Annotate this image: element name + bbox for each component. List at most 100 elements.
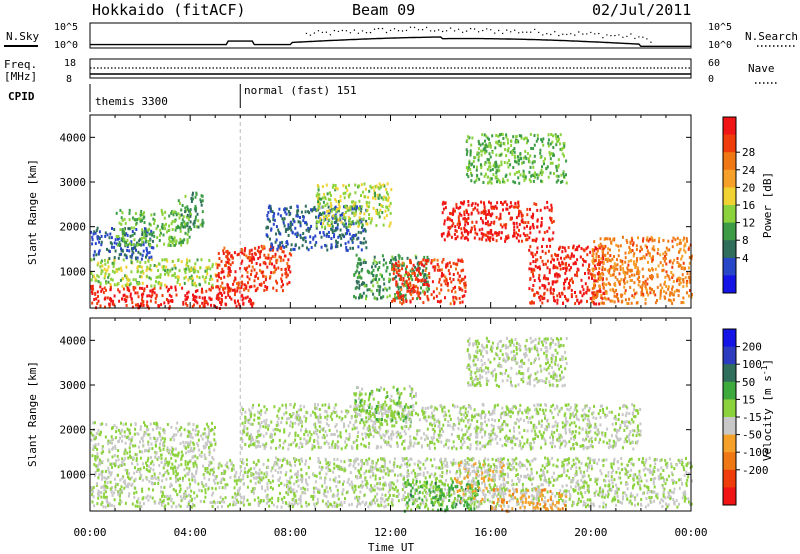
heatmap-cell bbox=[231, 256, 234, 260]
heatmap-cell bbox=[246, 470, 249, 474]
heatmap-cell bbox=[169, 244, 172, 247]
heatmap-cell bbox=[161, 492, 164, 496]
heatmap-cell bbox=[343, 216, 346, 220]
heatmap-cell bbox=[400, 293, 403, 297]
heatmap-cell bbox=[208, 282, 211, 285]
heatmap-cell bbox=[145, 255, 147, 259]
heatmap-cell bbox=[187, 218, 190, 221]
heatmap-cell bbox=[265, 275, 268, 279]
heatmap-cell bbox=[253, 279, 256, 283]
heatmap-cell bbox=[401, 282, 404, 286]
heatmap-cell bbox=[530, 215, 533, 219]
heatmap-cell bbox=[504, 226, 507, 230]
heatmap-cell bbox=[515, 171, 518, 174]
heatmap-cell bbox=[128, 289, 131, 293]
heatmap-cell bbox=[592, 300, 595, 304]
heatmap-cell bbox=[267, 253, 270, 257]
heatmap-cell bbox=[241, 298, 244, 302]
heatmap-cell bbox=[122, 287, 125, 291]
heatmap-cell bbox=[349, 222, 352, 226]
heatmap-cell bbox=[195, 300, 198, 304]
heatmap-cell bbox=[95, 297, 98, 301]
heatmap-cell bbox=[349, 192, 352, 196]
heatmap-cell bbox=[405, 299, 408, 303]
heatmap-cell bbox=[602, 272, 605, 276]
heatmap-cell bbox=[529, 262, 532, 266]
heatmap-cell bbox=[357, 261, 359, 265]
heatmap-cell bbox=[193, 269, 196, 273]
heatmap-cell bbox=[597, 493, 600, 497]
heatmap-cell bbox=[601, 255, 604, 259]
heatmap-cell bbox=[379, 457, 382, 461]
heatmap-cell bbox=[564, 249, 567, 253]
heatmap-cell bbox=[270, 271, 273, 275]
heatmap-cell bbox=[242, 302, 245, 306]
heatmap-cell bbox=[141, 487, 144, 491]
heatmap-cell bbox=[251, 265, 254, 269]
heatmap-cell bbox=[392, 272, 395, 276]
heatmap-cell bbox=[273, 218, 276, 222]
heatmap-cell bbox=[194, 269, 197, 273]
heatmap-cell bbox=[622, 266, 625, 270]
heatmap-cell bbox=[305, 481, 308, 485]
heatmap-cell bbox=[383, 282, 386, 286]
heatmap-cell bbox=[182, 300, 185, 304]
heatmap-cell bbox=[679, 281, 682, 285]
heatmap-cell bbox=[394, 256, 397, 259]
heatmap-cell bbox=[119, 208, 122, 212]
heatmap-cell bbox=[334, 245, 337, 249]
heatmap-cell bbox=[478, 177, 481, 181]
noise-search-point bbox=[353, 29, 356, 31]
heatmap-cell bbox=[409, 281, 412, 285]
heatmap-cell bbox=[633, 252, 636, 256]
heatmap-cell bbox=[158, 239, 161, 242]
heatmap-cell bbox=[148, 479, 151, 483]
heatmap-cell bbox=[531, 238, 534, 242]
heatmap-cell bbox=[630, 259, 633, 263]
heatmap-cell bbox=[357, 280, 360, 284]
heatmap-cell bbox=[224, 483, 227, 487]
heatmap-cell bbox=[211, 277, 214, 281]
heatmap-cell bbox=[462, 202, 465, 206]
heatmap-cell bbox=[611, 481, 614, 485]
heatmap-cell bbox=[336, 226, 339, 230]
heatmap-cell bbox=[321, 484, 324, 488]
heatmap-cell bbox=[425, 498, 428, 502]
heatmap-cell bbox=[470, 171, 472, 175]
heatmap-cell bbox=[589, 272, 592, 276]
heatmap-cell bbox=[597, 255, 600, 258]
heatmap-cell bbox=[319, 218, 322, 222]
noise-search-point bbox=[357, 32, 360, 34]
heatmap-cell bbox=[426, 295, 429, 298]
heatmap-cell bbox=[225, 260, 228, 264]
heatmap-cell bbox=[498, 164, 501, 168]
heatmap-cell bbox=[425, 490, 427, 494]
heatmap-cell bbox=[468, 161, 471, 165]
heatmap-cell bbox=[269, 237, 271, 241]
heatmap-cell bbox=[600, 293, 603, 297]
heatmap-cell bbox=[517, 205, 519, 209]
heatmap-cell bbox=[598, 278, 601, 281]
heatmap-cell bbox=[642, 237, 645, 241]
heatmap-cell bbox=[645, 458, 648, 462]
heatmap-cell bbox=[491, 457, 494, 461]
heatmap-cell bbox=[458, 467, 461, 471]
heatmap-cell bbox=[179, 504, 182, 508]
heatmap-cell bbox=[125, 243, 128, 247]
heatmap-cell bbox=[168, 288, 170, 291]
heatmap-cell bbox=[623, 467, 626, 470]
heatmap-cell bbox=[352, 200, 355, 204]
heatmap-cell bbox=[505, 480, 508, 484]
heatmap-cell bbox=[258, 468, 261, 472]
heatmap-cell bbox=[171, 267, 174, 271]
heatmap-cell bbox=[204, 467, 207, 470]
heatmap-cell bbox=[616, 267, 619, 271]
heatmap-cell bbox=[616, 258, 618, 262]
noise-search-point bbox=[630, 33, 632, 35]
heatmap-cell bbox=[227, 284, 229, 288]
heatmap-cell bbox=[616, 292, 619, 296]
heatmap-cell bbox=[605, 283, 608, 287]
heatmap-cell bbox=[179, 229, 182, 233]
heatmap-cell bbox=[137, 295, 140, 299]
heatmap-cell bbox=[250, 248, 253, 252]
